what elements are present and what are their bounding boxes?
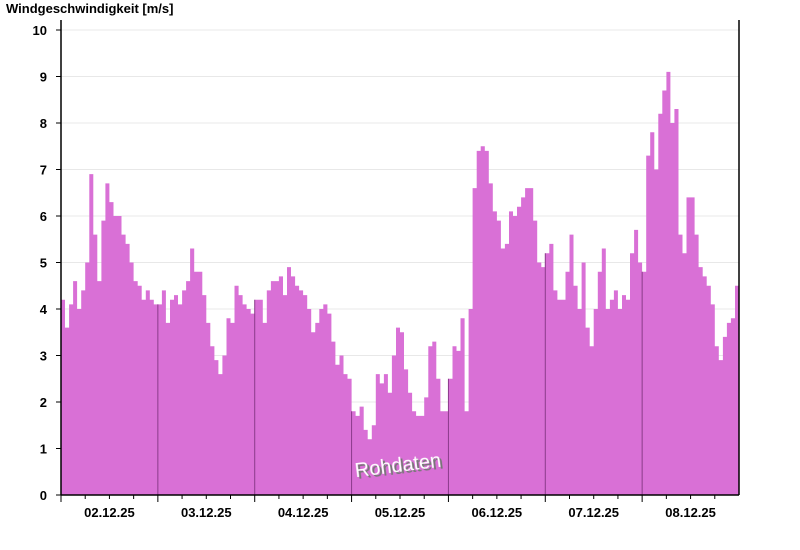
y-tick-label: 5 xyxy=(40,256,47,271)
y-tick-label: 2 xyxy=(40,395,47,410)
x-tick-label: 04.12.25 xyxy=(278,505,329,520)
y-tick-labels: 0 1 2 3 4 5 6 7 8 9 10 xyxy=(33,23,48,503)
x-tick-label: 05.12.25 xyxy=(375,505,426,520)
y-tick-label: 6 xyxy=(40,209,47,224)
y-tick-label: 7 xyxy=(40,163,47,178)
y-tick-label: 1 xyxy=(40,442,47,457)
x-tick-label: 06.12.25 xyxy=(472,505,523,520)
y-tick-label: 0 xyxy=(40,488,47,503)
y-tick-label: 10 xyxy=(33,23,47,38)
day-separators xyxy=(157,253,643,495)
x-tick-label: 03.12.25 xyxy=(181,505,232,520)
x-tick-label: 02.12.25 xyxy=(84,505,135,520)
y-tick-label: 8 xyxy=(40,116,47,131)
data-area xyxy=(61,71,739,496)
y-tick-label: 4 xyxy=(40,302,48,317)
x-tick-label: 07.12.25 xyxy=(568,505,619,520)
x-tick-label: 08.12.25 xyxy=(665,505,716,520)
y-axis-title: Windgeschwindigkeit [m/s] xyxy=(6,1,174,16)
axes xyxy=(56,20,740,502)
y-tick-label: 3 xyxy=(40,349,47,364)
y-tick-label: 9 xyxy=(40,70,47,85)
x-tick-labels: 02.12.25 03.12.25 04.12.25 05.12.25 06.12.25… xyxy=(84,505,716,520)
wind-speed-area xyxy=(61,71,739,496)
